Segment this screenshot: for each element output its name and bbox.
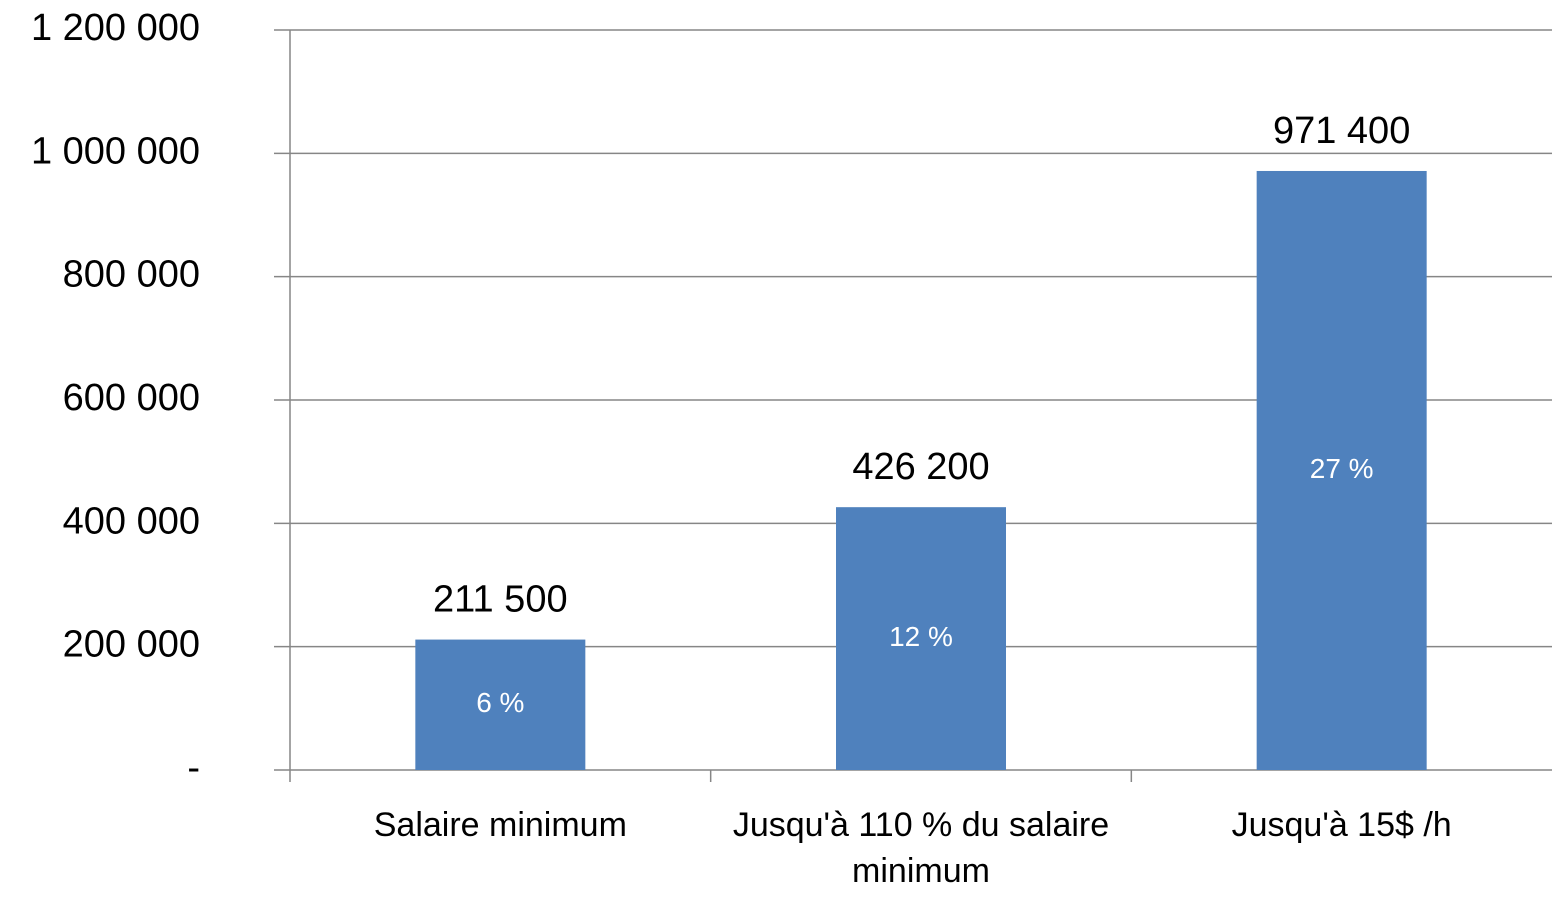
y-tick-label: 400 000 xyxy=(63,500,200,542)
bar xyxy=(836,507,1006,770)
x-label-box: Salaire minimum xyxy=(373,806,627,844)
bar xyxy=(415,639,586,770)
y-tick-label: 800 000 xyxy=(63,254,200,296)
value-label: 971 400 xyxy=(1273,110,1410,152)
y-tick-label: - xyxy=(187,747,200,789)
x-tick-label: Jusqu'à 110 % du salaire minimum xyxy=(732,806,1110,890)
value-label: 426 200 xyxy=(852,446,989,488)
y-tick-label: 1 200 000 xyxy=(31,7,200,49)
bar-annotation: 6 % xyxy=(476,687,524,718)
bar xyxy=(1256,170,1427,771)
x-tick-label: Jusqu'à 15$ /h xyxy=(1231,806,1452,844)
x-label-box: Jusqu'à 110 % du salaire minimum xyxy=(732,806,1110,890)
value-label: 211 500 xyxy=(433,579,568,621)
bar-annotation: 12 % xyxy=(889,621,953,652)
bar-annotation: 27 % xyxy=(1310,453,1374,484)
x-label-box: Jusqu'à 15$ /h xyxy=(1231,806,1452,844)
y-tick-label: 200 000 xyxy=(63,624,200,666)
x-tick-label: Salaire minimum xyxy=(373,806,627,844)
y-tick-label: 1 000 000 xyxy=(31,130,200,172)
y-tick-label: 600 000 xyxy=(63,377,200,419)
